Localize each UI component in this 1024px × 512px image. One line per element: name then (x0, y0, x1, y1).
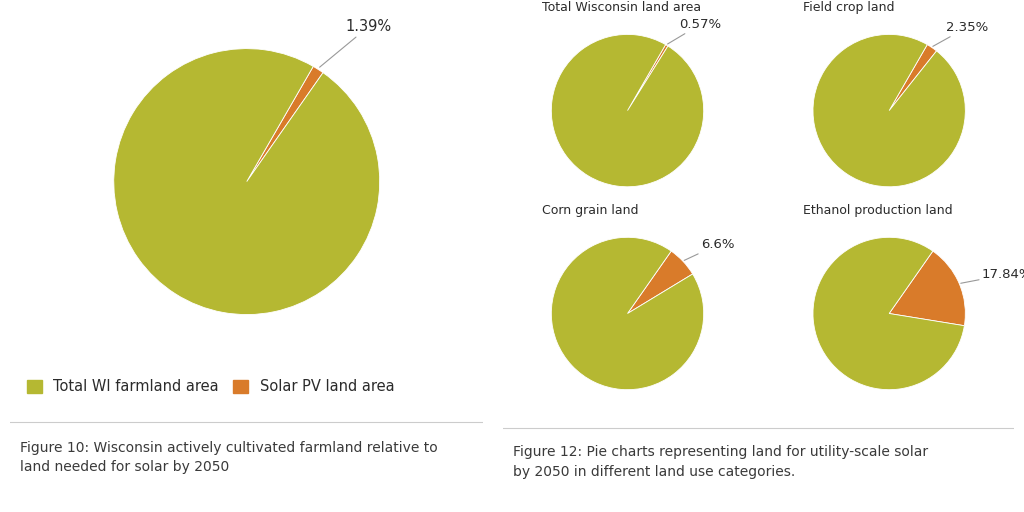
Wedge shape (628, 45, 668, 111)
Wedge shape (114, 49, 380, 314)
Text: Total Wisconsin land area: Total Wisconsin land area (542, 1, 701, 14)
Text: Field crop land: Field crop land (804, 1, 895, 14)
Wedge shape (628, 251, 692, 313)
Wedge shape (551, 238, 703, 390)
Text: 6.6%: 6.6% (684, 238, 734, 261)
Text: Figure 12: Pie charts representing land for utility-scale solar
by 2050 in diffe: Figure 12: Pie charts representing land … (513, 445, 929, 479)
Text: Ethanol production land: Ethanol production land (804, 204, 953, 217)
Text: Figure 10: Wisconsin actively cultivated farmland relative to
land needed for so: Figure 10: Wisconsin actively cultivated… (19, 441, 437, 474)
Text: 0.57%: 0.57% (668, 18, 722, 44)
Wedge shape (813, 238, 965, 390)
Text: 2.35%: 2.35% (933, 21, 988, 47)
Wedge shape (247, 67, 323, 182)
Text: 1.39%: 1.39% (319, 19, 391, 67)
Text: Corn grain land: Corn grain land (542, 204, 638, 217)
Wedge shape (813, 34, 966, 187)
Wedge shape (889, 251, 966, 326)
Wedge shape (889, 45, 937, 111)
Wedge shape (551, 34, 703, 187)
Text: 17.84%: 17.84% (961, 268, 1024, 283)
Legend: Total WI farmland area, Solar PV land area: Total WI farmland area, Solar PV land ar… (27, 379, 394, 394)
